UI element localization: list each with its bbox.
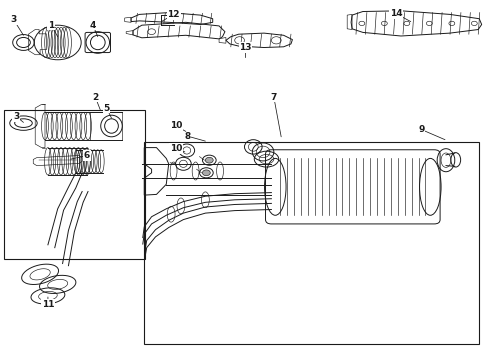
Text: 6: 6 (84, 151, 90, 160)
Text: 13: 13 (239, 43, 251, 52)
Text: 3: 3 (13, 112, 19, 121)
Text: 10: 10 (169, 144, 182, 153)
Text: 5: 5 (103, 104, 109, 112)
Bar (4, 110, 144, 259)
Ellipse shape (205, 157, 213, 163)
Text: 3: 3 (11, 15, 17, 24)
Text: 11: 11 (41, 300, 54, 309)
Text: 1: 1 (48, 21, 54, 30)
Text: 4: 4 (89, 21, 96, 30)
Text: 12: 12 (167, 10, 180, 19)
Ellipse shape (202, 170, 210, 176)
Text: 10: 10 (169, 122, 182, 130)
Bar (144, 142, 478, 344)
Text: 8: 8 (184, 132, 190, 140)
Text: 7: 7 (270, 93, 277, 102)
Text: 14: 14 (389, 9, 402, 18)
Text: 9: 9 (417, 125, 424, 134)
Text: 2: 2 (92, 93, 98, 102)
